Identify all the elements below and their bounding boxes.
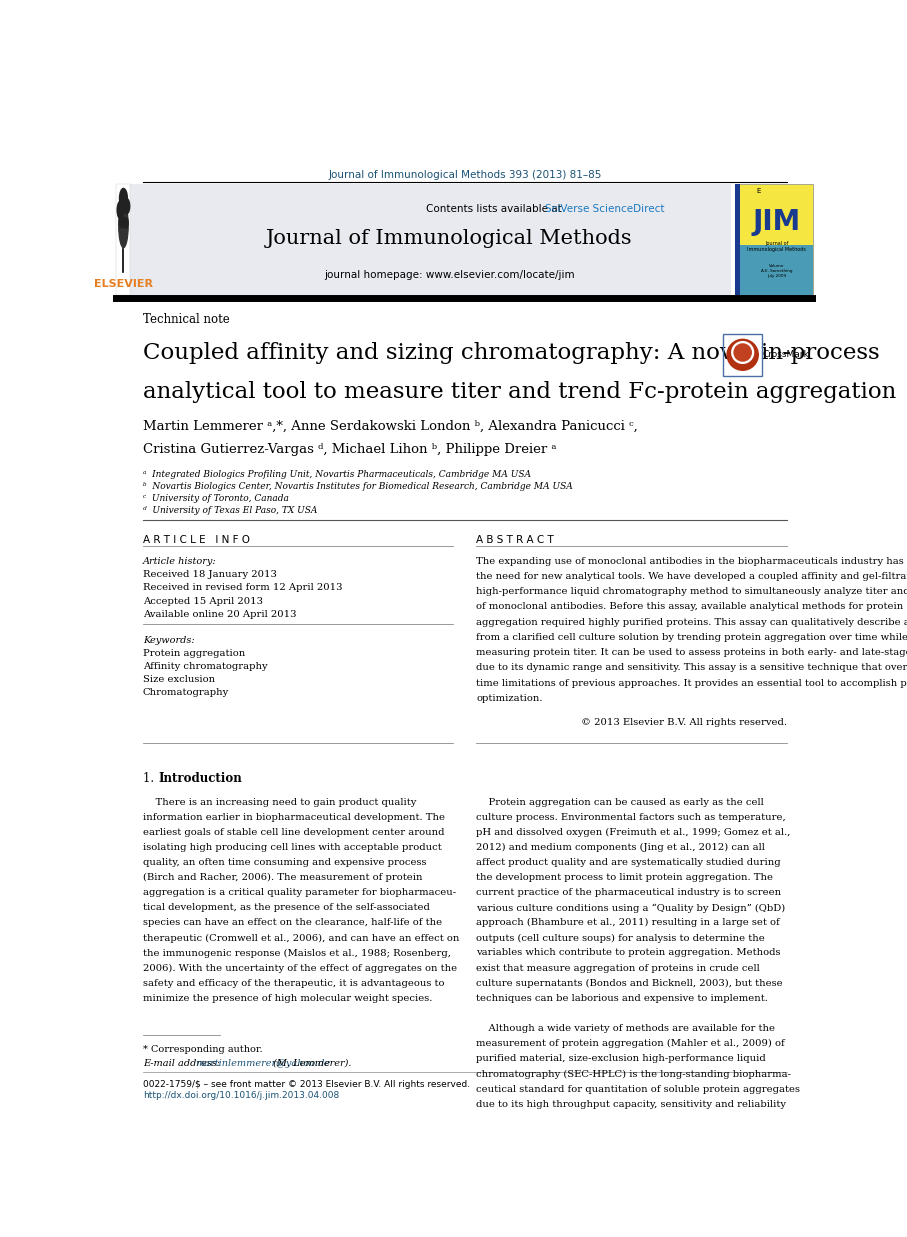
Text: Keywords:: Keywords: (142, 636, 194, 644)
Text: journal homepage: www.elsevier.com/locate/jim: journal homepage: www.elsevier.com/locat… (324, 270, 575, 280)
Text: (Birch and Racher, 2006). The measurement of protein: (Birch and Racher, 2006). The measuremen… (142, 873, 423, 882)
Text: species can have an effect on the clearance, half-life of the: species can have an effect on the cleara… (142, 918, 442, 928)
Text: Size exclusion: Size exclusion (142, 675, 215, 684)
Text: the development process to limit protein aggregation. The: the development process to limit protein… (476, 873, 774, 882)
Text: aggregation is a critical quality parameter for biopharmaceu-: aggregation is a critical quality parame… (142, 888, 456, 897)
Text: the need for new analytical tools. We have developed a coupled affinity and gel-: the need for new analytical tools. We ha… (476, 571, 907, 581)
Text: Cristina Gutierrez-Vargas ᵈ, Michael Lihon ᵇ, Philippe Dreier ᵃ: Cristina Gutierrez-Vargas ᵈ, Michael Lih… (142, 443, 556, 455)
Ellipse shape (122, 198, 131, 215)
Text: minimize the presence of high molecular weight species.: minimize the presence of high molecular … (142, 993, 433, 1003)
Ellipse shape (122, 216, 129, 229)
Text: variables which contribute to protein aggregation. Methods: variables which contribute to protein ag… (476, 949, 781, 957)
Text: current practice of the pharmaceutical industry is to screen: current practice of the pharmaceutical i… (476, 888, 782, 897)
Text: measuring protein titer. It can be used to assess proteins in both early- and la: measuring protein titer. It can be used … (476, 648, 907, 657)
Text: tical development, as the presence of the self-associated: tical development, as the presence of th… (142, 903, 430, 912)
Text: E-mail address:: E-mail address: (142, 1059, 223, 1068)
Text: therapeutic (Cromwell et al., 2006), and can have an effect on: therapeutic (Cromwell et al., 2006), and… (142, 934, 459, 943)
Text: martinlemmerer@yahoo.de: martinlemmerer@yahoo.de (195, 1059, 330, 1068)
Text: the immunogenic response (Maislos et al., 1988; Rosenberg,: the immunogenic response (Maislos et al.… (142, 949, 451, 957)
Text: ceutical standard for quantitation of soluble protein aggregates: ceutical standard for quantitation of so… (476, 1085, 801, 1094)
Text: Journal of
Immunological Methods: Journal of Immunological Methods (747, 241, 806, 252)
Text: ᵃ  Integrated Biologics Profiling Unit, Novartis Pharmaceuticals, Cambridge MA U: ᵃ Integrated Biologics Profiling Unit, N… (142, 470, 531, 479)
Text: isolating high producing cell lines with acceptable product: isolating high producing cell lines with… (142, 842, 442, 852)
Text: 1.: 1. (142, 772, 158, 785)
Text: time limitations of previous approaches. It provides an essential tool to accomp: time limitations of previous approaches.… (476, 679, 907, 688)
Text: Coupled affinity and sizing chromatography: A novel in-process: Coupled affinity and sizing chromatograp… (142, 343, 880, 365)
Text: exist that measure aggregation of proteins in crude cell: exist that measure aggregation of protei… (476, 964, 760, 972)
Text: due to its dynamic range and sensitivity. This assay is a sensitive technique th: due to its dynamic range and sensitivity… (476, 663, 907, 672)
FancyBboxPatch shape (129, 184, 731, 294)
Text: There is an increasing need to gain product quality: There is an increasing need to gain prod… (142, 798, 416, 807)
Ellipse shape (118, 203, 129, 249)
Text: techniques can be laborious and expensive to implement.: techniques can be laborious and expensiv… (476, 993, 768, 1003)
Text: purified material, size-exclusion high-performance liquid: purified material, size-exclusion high-p… (476, 1054, 766, 1064)
Text: A B S T R A C T: A B S T R A C T (476, 534, 554, 546)
Text: 0022-1759/$ – see front matter © 2013 Elsevier B.V. All rights reserved.: 0022-1759/$ – see front matter © 2013 El… (142, 1080, 470, 1089)
Text: Journal of Immunological Methods 393 (2013) 81–85: Journal of Immunological Methods 393 (20… (328, 169, 601, 181)
Text: Journal of Immunological Methods: Journal of Immunological Methods (266, 229, 633, 249)
Text: aggregation required highly purified proteins. This assay can qualitatively desc: aggregation required highly purified pro… (476, 617, 907, 626)
Text: Protein aggregation: Protein aggregation (142, 649, 245, 658)
Text: Received 18 January 2013: Received 18 January 2013 (142, 570, 277, 579)
FancyBboxPatch shape (735, 184, 814, 294)
Text: 2006). With the uncertainty of the effect of aggregates on the: 2006). With the uncertainty of the effec… (142, 964, 457, 972)
Ellipse shape (116, 200, 124, 220)
Text: Technical note: Technical note (142, 313, 229, 327)
Text: optimization.: optimization. (476, 694, 543, 703)
Text: from a clarified cell culture solution by trending protein aggregation over time: from a clarified cell culture solution b… (476, 633, 907, 642)
Text: Martin Lemmerer ᵃ,*, Anne Serdakowski London ᵇ, Alexandra Panicucci ᶜ,: Martin Lemmerer ᵃ,*, Anne Serdakowski Lo… (142, 419, 638, 433)
Ellipse shape (119, 215, 125, 229)
Text: affect product quality and are systematically studied during: affect product quality and are systemati… (476, 858, 781, 867)
Text: of monoclonal antibodies. Before this assay, available analytical methods for pr: of monoclonal antibodies. Before this as… (476, 602, 903, 611)
Text: © 2013 Elsevier B.V. All rights reserved.: © 2013 Elsevier B.V. All rights reserved… (580, 719, 787, 727)
Text: earliest goals of stable cell line development center around: earliest goals of stable cell line devel… (142, 828, 444, 836)
Text: SciVerse ScienceDirect: SciVerse ScienceDirect (545, 204, 665, 214)
Text: Article history:: Article history: (142, 557, 217, 565)
Text: high-performance liquid chromatography method to simultaneously analyze titer an: high-performance liquid chromatography m… (476, 588, 907, 596)
Text: http://dx.doi.org/10.1016/j.jim.2013.04.008: http://dx.doi.org/10.1016/j.jim.2013.04.… (142, 1091, 339, 1100)
Text: Affinity chromatography: Affinity chromatography (142, 662, 268, 670)
Text: analytical tool to measure titer and trend Fc-protein aggregation: analytical tool to measure titer and tre… (142, 381, 896, 403)
Text: Chromatography: Chromatography (142, 688, 229, 698)
Text: information earlier in biopharmaceutical development. The: information earlier in biopharmaceutical… (142, 813, 444, 821)
Text: culture process. Environmental factors such as temperature,: culture process. Environmental factors s… (476, 813, 786, 821)
Text: ELSEVIER: ELSEVIER (94, 278, 153, 288)
Text: measurement of protein aggregation (Mahler et al., 2009) of: measurement of protein aggregation (Mahl… (476, 1039, 785, 1049)
Text: (M. Lemmerer).: (M. Lemmerer). (269, 1059, 351, 1068)
Text: culture supernatants (Bondos and Bicknell, 2003), but these: culture supernatants (Bondos and Bicknel… (476, 978, 783, 988)
FancyBboxPatch shape (740, 245, 814, 294)
Text: outputs (cell culture soups) for analysis to determine the: outputs (cell culture soups) for analysi… (476, 934, 766, 943)
Text: Contents lists available at: Contents lists available at (426, 204, 565, 214)
Text: E: E (756, 188, 761, 194)
Text: ᶜ  University of Toronto, Canada: ᶜ University of Toronto, Canada (142, 494, 288, 503)
Text: A R T I C L E   I N F O: A R T I C L E I N F O (142, 534, 249, 546)
FancyBboxPatch shape (116, 184, 131, 294)
FancyBboxPatch shape (735, 184, 740, 294)
Text: The expanding use of monoclonal antibodies in the biopharmaceuticals industry ha: The expanding use of monoclonal antibodi… (476, 557, 907, 565)
Text: JIM: JIM (753, 209, 801, 236)
Text: Protein aggregation can be caused as early as the cell: Protein aggregation can be caused as ear… (476, 798, 765, 807)
Text: various culture conditions using a “Quality by Design” (QbD): various culture conditions using a “Qual… (476, 903, 785, 913)
Text: chromatography (SEC-HPLC) is the long-standing biopharma-: chromatography (SEC-HPLC) is the long-st… (476, 1070, 792, 1079)
Text: Although a wide variety of methods are available for the: Although a wide variety of methods are a… (476, 1024, 775, 1033)
Text: ᵇ  Novartis Biologics Center, Novartis Institutes for Biomedical Research, Cambr: ᵇ Novartis Biologics Center, Novartis In… (142, 482, 572, 491)
Text: Received in revised form 12 April 2013: Received in revised form 12 April 2013 (142, 584, 342, 593)
Circle shape (734, 343, 752, 361)
Text: quality, an often time consuming and expensive process: quality, an often time consuming and exp… (142, 858, 426, 867)
Ellipse shape (119, 188, 128, 209)
Text: * Corresponding author.: * Corresponding author. (142, 1045, 262, 1054)
Circle shape (731, 341, 755, 364)
Text: ᵈ  University of Texas El Paso, TX USA: ᵈ University of Texas El Paso, TX USA (142, 506, 317, 516)
Circle shape (727, 339, 759, 371)
Text: pH and dissolved oxygen (Freimuth et al., 1999; Gomez et al.,: pH and dissolved oxygen (Freimuth et al.… (476, 828, 791, 837)
Text: Volume
A.E. Something
July 2009: Volume A.E. Something July 2009 (761, 263, 793, 278)
Text: safety and efficacy of the therapeutic, it is advantageous to: safety and efficacy of the therapeutic, … (142, 978, 444, 987)
Text: Available online 20 April 2013: Available online 20 April 2013 (142, 610, 297, 618)
Text: due to its high throughput capacity, sensitivity and reliability: due to its high throughput capacity, sen… (476, 1100, 786, 1108)
Text: Accepted 15 April 2013: Accepted 15 April 2013 (142, 596, 263, 606)
Text: approach (Bhambure et al., 2011) resulting in a large set of: approach (Bhambure et al., 2011) resulti… (476, 918, 780, 928)
Text: Introduction: Introduction (159, 772, 242, 785)
Text: CrossMark: CrossMark (763, 350, 810, 359)
Text: 2012) and medium components (Jing et al., 2012) can all: 2012) and medium components (Jing et al.… (476, 842, 766, 852)
